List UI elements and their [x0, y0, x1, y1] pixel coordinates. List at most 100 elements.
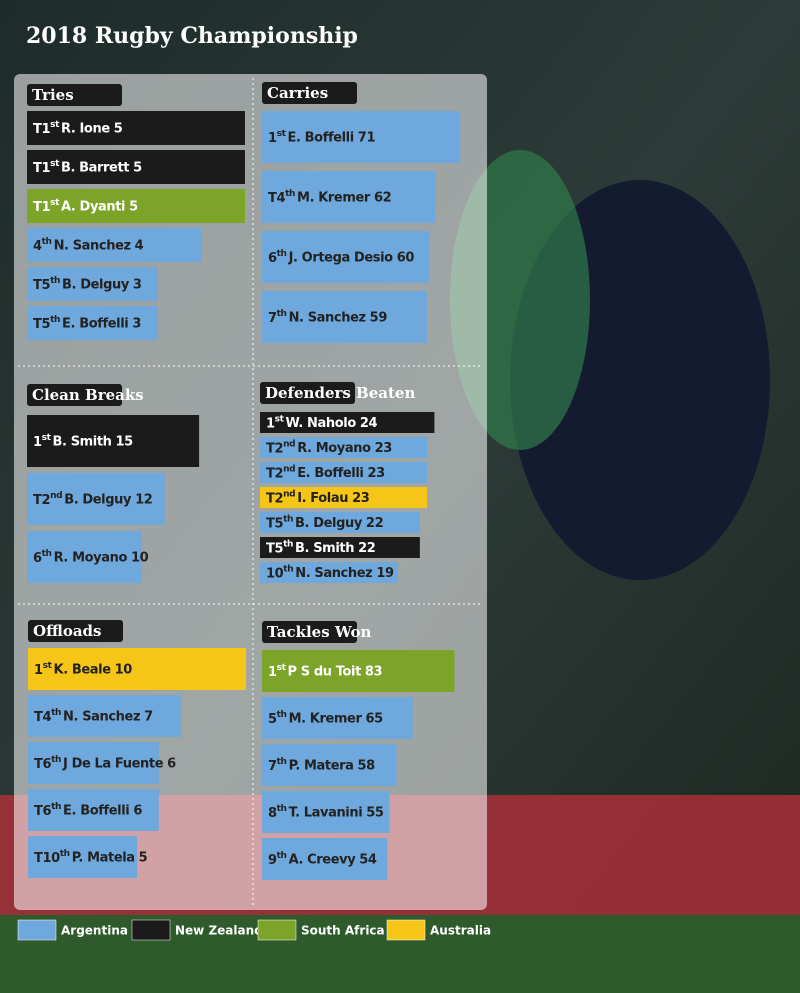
value-label: 60 [397, 251, 415, 266]
bar [27, 228, 202, 262]
value-label: 23 [375, 441, 393, 456]
rank-label: T10th [34, 849, 70, 866]
player-name: B. Smith [53, 435, 112, 450]
player-name: B. Barrett [61, 161, 129, 176]
value-label: 10 [131, 551, 149, 566]
section-title-box [28, 620, 123, 642]
bar [262, 838, 388, 880]
rank-label: T6th [34, 755, 61, 772]
legend-swatch [17, 919, 57, 941]
rank-label: T1st [33, 198, 60, 215]
rank-label: 1st [34, 661, 53, 678]
value-label: 5 [133, 161, 142, 176]
value-label: 59 [370, 311, 388, 326]
bar [27, 189, 245, 223]
rank-label: 5th [268, 710, 287, 727]
bar [27, 111, 245, 145]
rank-label: T5th [33, 315, 60, 332]
rank-label: T2nd [266, 439, 295, 456]
player-name: E. Boffelli [63, 804, 129, 819]
section-title-box [260, 382, 355, 404]
bar [262, 231, 430, 283]
legend-swatch [386, 919, 426, 941]
player-name: N. Sanchez [63, 710, 140, 725]
legend-label: South Africa [301, 924, 385, 938]
player-name: W. Naholo [286, 416, 357, 431]
bar [260, 537, 420, 558]
bar [262, 291, 427, 343]
player-name: B. Smith [295, 541, 354, 556]
player-name: E. Boffelli [297, 466, 363, 481]
bar [27, 150, 245, 184]
player-name: M. Kremer [289, 712, 363, 727]
rank-label: 1st [266, 414, 285, 431]
bar [28, 695, 181, 737]
player-name: R. Moyano [297, 441, 371, 456]
bar [27, 531, 142, 583]
section-title: Defenders Beaten [265, 384, 415, 402]
value-label: 6 [167, 757, 176, 772]
player-name: B. Delguy [62, 278, 130, 293]
value-label: 5 [114, 122, 123, 137]
bar [260, 512, 420, 533]
bar [260, 562, 399, 583]
rank-label: 9th [268, 851, 287, 868]
value-label: 54 [359, 853, 377, 868]
bar [262, 171, 436, 223]
bar [27, 267, 158, 301]
rank-label: 8th [268, 804, 287, 821]
section-title-box [27, 84, 122, 106]
player-name: P. Matela [72, 851, 135, 866]
section-title-box [262, 82, 357, 104]
player-name: J. Ortega Desio [288, 251, 394, 266]
bar [262, 791, 390, 833]
player-name: K. Beale [54, 663, 112, 678]
value-label: 5 [139, 851, 148, 866]
bar [262, 650, 455, 692]
rank-label: T6th [34, 802, 61, 819]
player-name: N. Sanchez [54, 239, 131, 254]
player-name: B. Delguy [295, 516, 363, 531]
bar [27, 473, 165, 525]
bar [28, 836, 137, 878]
player-name: R. Ione [61, 122, 110, 137]
section-title: Offloads [33, 622, 101, 640]
rank-label: 10th [266, 564, 293, 581]
rank-label: T2nd [266, 489, 295, 506]
section-title: Tries [32, 86, 74, 104]
value-label: 23 [352, 491, 370, 506]
player-name: M. Kremer [297, 191, 371, 206]
section-title: Clean Breaks [32, 386, 144, 404]
rank-label: T4th [268, 189, 295, 206]
value-label: 3 [132, 317, 141, 332]
value-label: 24 [360, 416, 378, 431]
value-label: 3 [133, 278, 142, 293]
rank-label: 6th [268, 249, 287, 266]
rank-label: T5th [266, 514, 293, 531]
player-name: N. Sanchez [295, 566, 372, 581]
section-title-box [262, 621, 357, 643]
rank-label: T2nd [33, 491, 62, 508]
value-label: 62 [374, 191, 391, 206]
rank-label: 1st [268, 663, 287, 680]
title: 2018 Rugby Championship [26, 23, 358, 49]
value-label: 10 [115, 663, 133, 678]
value-label: 22 [358, 541, 375, 556]
legend-label: Argentina [61, 924, 128, 938]
legend-swatch [257, 919, 297, 941]
player-name: A. Creevy [289, 853, 357, 868]
rank-label: T1st [33, 159, 60, 176]
player-name: I. Folau [297, 491, 348, 506]
bar [262, 697, 413, 739]
value-label: 12 [135, 493, 152, 508]
player-name: P S du Toit [288, 665, 362, 680]
player-name: E. Boffelli [62, 317, 128, 332]
value-label: 4 [135, 239, 144, 254]
bar [262, 744, 397, 786]
rank-label: 1st [268, 129, 287, 146]
section-title-box [27, 384, 122, 406]
rank-label: T5th [33, 276, 60, 293]
player-name: J De La Fuente [62, 757, 164, 772]
rank-label: 6th [33, 549, 52, 566]
